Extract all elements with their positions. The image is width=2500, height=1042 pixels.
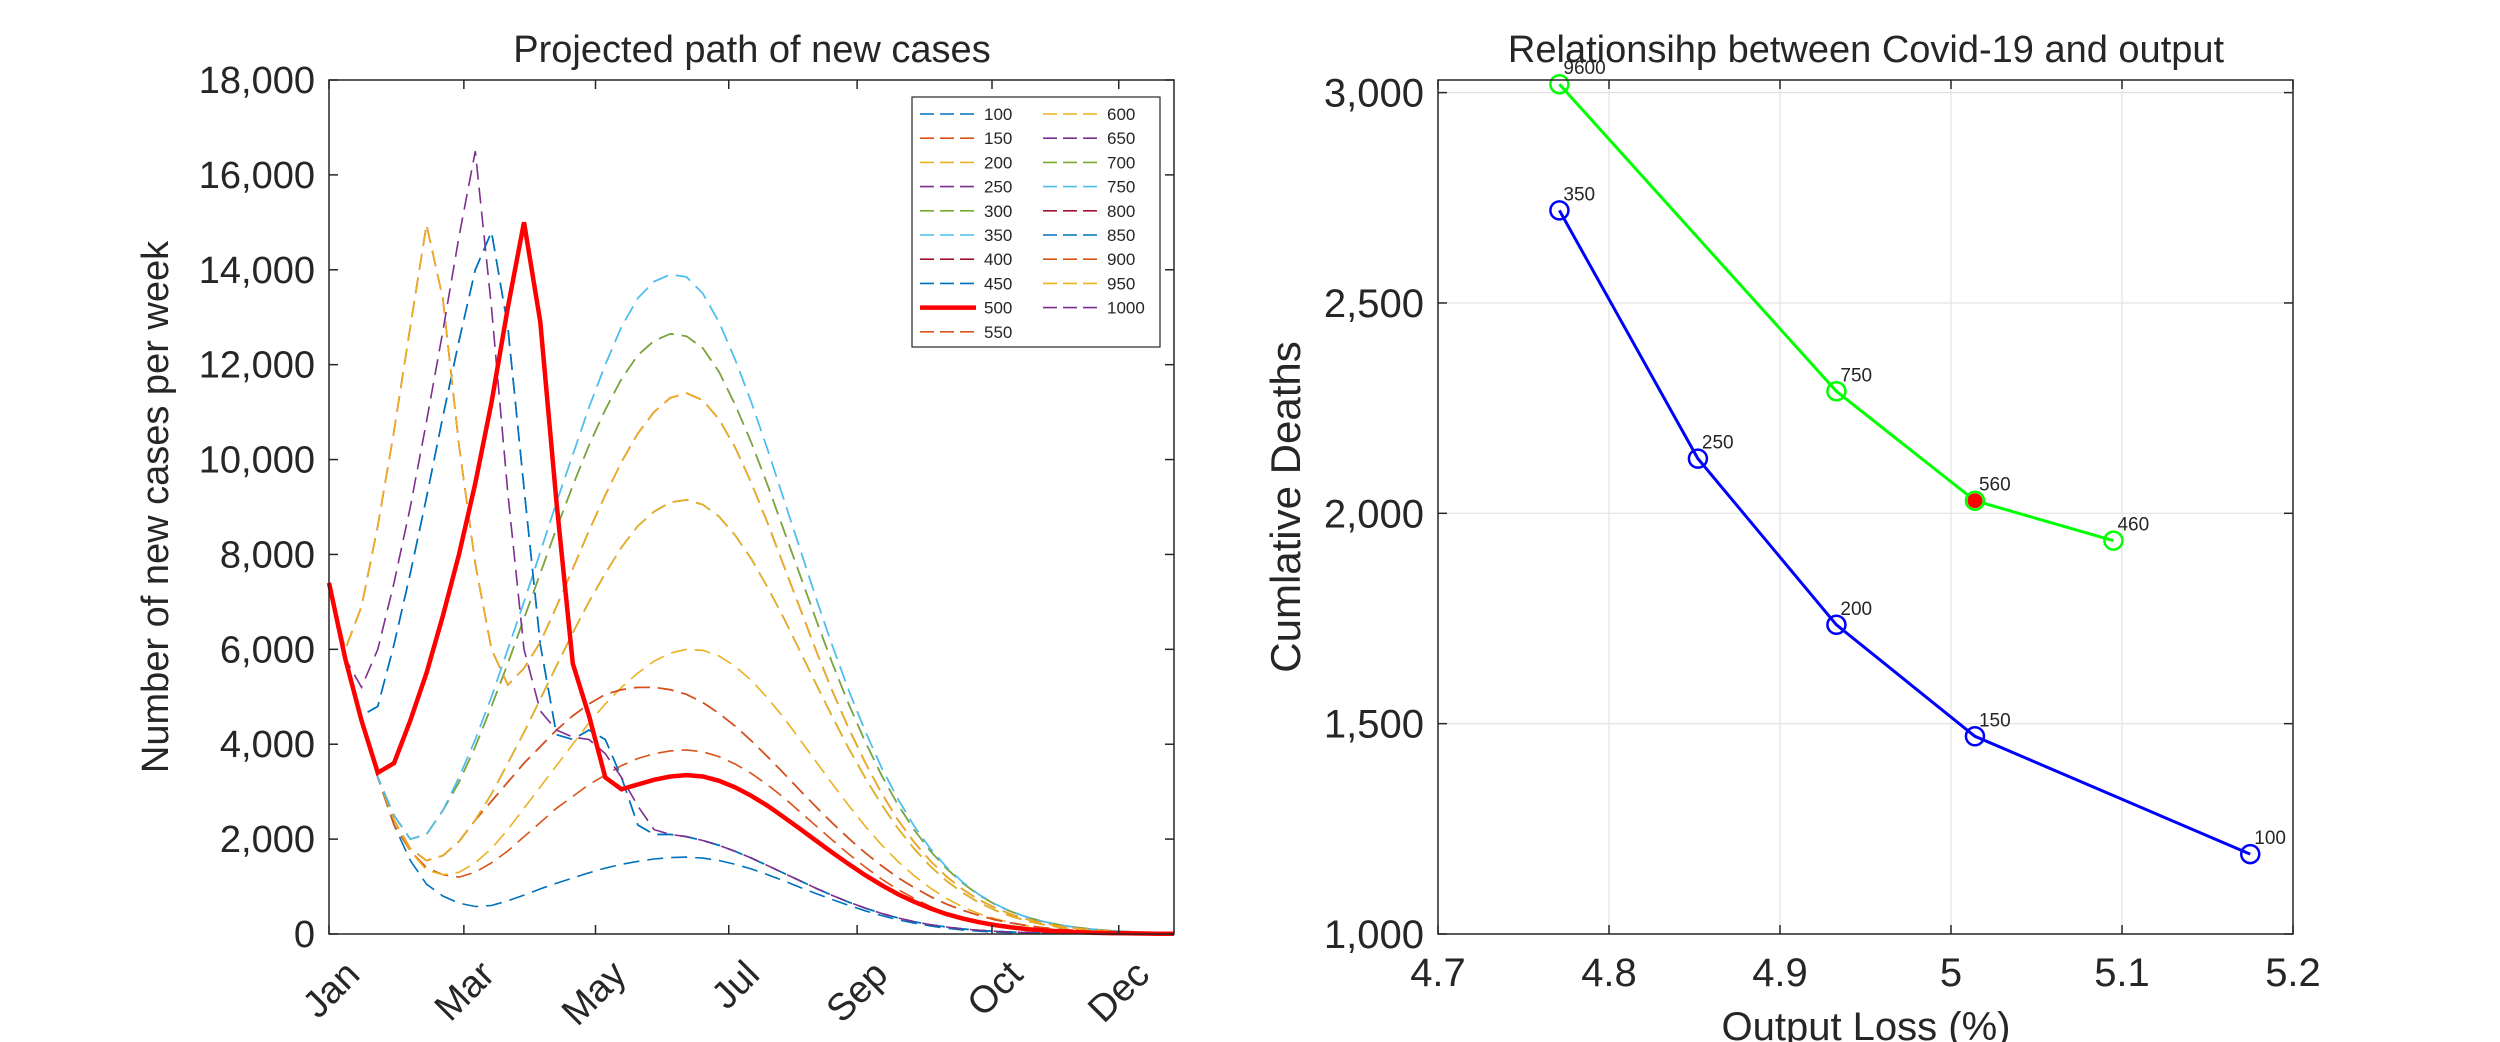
- cases-legend: 100 150 200 250 300 350 400 450 500 550 600 650 700 7…: [911, 96, 1161, 348]
- series-line-600: [328, 499, 1175, 935]
- legend-label: 200: [984, 153, 1012, 172]
- legend-label: 150: [984, 129, 1012, 148]
- point-label: 350: [1563, 184, 1595, 205]
- series-line-550: [328, 582, 1175, 935]
- legend-label: 800: [1107, 202, 1135, 221]
- legend-label: 500: [984, 299, 1012, 318]
- deaths-chart-axes-box: [1437, 79, 2294, 935]
- x-tick-label: May: [554, 953, 634, 1033]
- data-point: [1549, 73, 1570, 95]
- cases-chart: Projected path of new cases 0 2,000 4,000 6…: [135, 29, 1175, 1034]
- series-line-950: [328, 224, 1175, 934]
- point-label: 200: [1840, 599, 1872, 620]
- point-label: 250: [1702, 433, 1734, 454]
- point-label: 100: [2254, 828, 2286, 849]
- legend-label: 1000: [1107, 299, 1145, 318]
- data-point: [1826, 614, 1847, 636]
- legend-label: 750: [1107, 178, 1135, 197]
- x-tick-label: Oct: [960, 953, 1032, 1025]
- x-tick-label: Dec: [1080, 953, 1157, 1030]
- y-tick-label: 2,000: [1324, 492, 1424, 536]
- x-tick-label: 5.1: [2094, 951, 2150, 995]
- legend-label: 650: [1107, 129, 1135, 148]
- legend-label: 950: [1107, 274, 1135, 293]
- highlight-point: [1967, 493, 1983, 509]
- data-point: [1826, 381, 1847, 402]
- legend-label: 850: [1107, 226, 1135, 245]
- point-label: 560: [1979, 475, 2011, 496]
- x-tick-label: 4.8: [1581, 951, 1637, 995]
- y-tick-label: 10,000: [199, 440, 315, 482]
- legend-label: 100: [984, 105, 1012, 124]
- series-line-2: [1558, 83, 2114, 543]
- deaths-chart: Relationsihp between Covid-19 and output…: [1262, 29, 2321, 1042]
- y-tick-label: 4,000: [220, 724, 315, 766]
- point-label: 460: [2117, 515, 2149, 536]
- data-point: [2103, 530, 2124, 551]
- point-label: 150: [1979, 710, 2011, 731]
- y-tick-label: 2,500: [1324, 282, 1424, 326]
- legend-label: 900: [1107, 250, 1135, 269]
- x-tick-label: Mar: [427, 953, 503, 1029]
- y-tick-label: 12,000: [199, 345, 315, 387]
- legend-label: 250: [984, 178, 1012, 197]
- y-tick-label: 1,500: [1324, 703, 1424, 747]
- x-tick-label: 4.7: [1410, 951, 1466, 995]
- series-line-400: [328, 582, 1175, 935]
- deaths-chart-title: Relationsihp between Covid-19 and output: [1508, 29, 2225, 71]
- legend-label: 350: [984, 226, 1012, 245]
- legend-label: 450: [984, 274, 1012, 293]
- series-line-500: [326, 221, 1175, 937]
- cases-chart-ylabel: Number of new cases per week: [135, 240, 177, 773]
- data-point: [1549, 200, 1570, 221]
- x-tick-label: 5.2: [2265, 951, 2321, 995]
- data-point: [2240, 843, 2261, 865]
- data-point: [1964, 726, 1986, 747]
- deaths-chart-ylabel: Cumlative Deaths: [1262, 341, 1309, 672]
- x-tick-label: Jan: [295, 953, 368, 1026]
- point-label: 750: [1840, 365, 1872, 386]
- cases-chart-axes-box: [328, 79, 1175, 935]
- legend-label: 550: [984, 323, 1012, 342]
- y-tick-label: 18,000: [199, 60, 315, 102]
- series-line-150: [328, 582, 1174, 935]
- x-tick-label: 5: [1940, 951, 1962, 995]
- y-tick-label: 3,000: [1324, 72, 1424, 116]
- series-line-350: [328, 273, 1175, 934]
- data-point: [1687, 448, 1709, 469]
- series-line-1: [1558, 209, 2251, 856]
- point-label: 9600: [1563, 58, 1605, 79]
- series-line-100: [328, 582, 1174, 935]
- legend-label: 300: [984, 202, 1012, 221]
- x-tick-label: 4.9: [1752, 951, 1808, 995]
- legend-label: 400: [984, 250, 1012, 269]
- deaths-chart-xlabel: Output Loss (%): [1721, 1005, 2010, 1042]
- cases-chart-title: Projected path of new cases: [513, 29, 990, 71]
- y-tick-label: 0: [294, 914, 315, 956]
- series-line-750: [328, 273, 1175, 934]
- x-tick-label: Sep: [819, 953, 897, 1031]
- y-tick-label: 1,000: [1324, 913, 1424, 957]
- y-tick-label: 8,000: [220, 534, 315, 576]
- x-tick-label: Jul: [704, 953, 768, 1017]
- y-tick-label: 2,000: [220, 819, 315, 861]
- legend-label: 700: [1107, 153, 1135, 172]
- series-line-1000: [328, 151, 1175, 935]
- legend-label: 600: [1107, 105, 1135, 124]
- data-point: [1964, 490, 1986, 511]
- series-line-650: [328, 332, 1175, 934]
- series-line-700: [328, 332, 1175, 934]
- y-tick-label: 14,000: [199, 250, 315, 292]
- series-line-200: [328, 582, 1175, 935]
- y-tick-label: 16,000: [199, 155, 315, 197]
- y-tick-label: 6,000: [220, 629, 315, 671]
